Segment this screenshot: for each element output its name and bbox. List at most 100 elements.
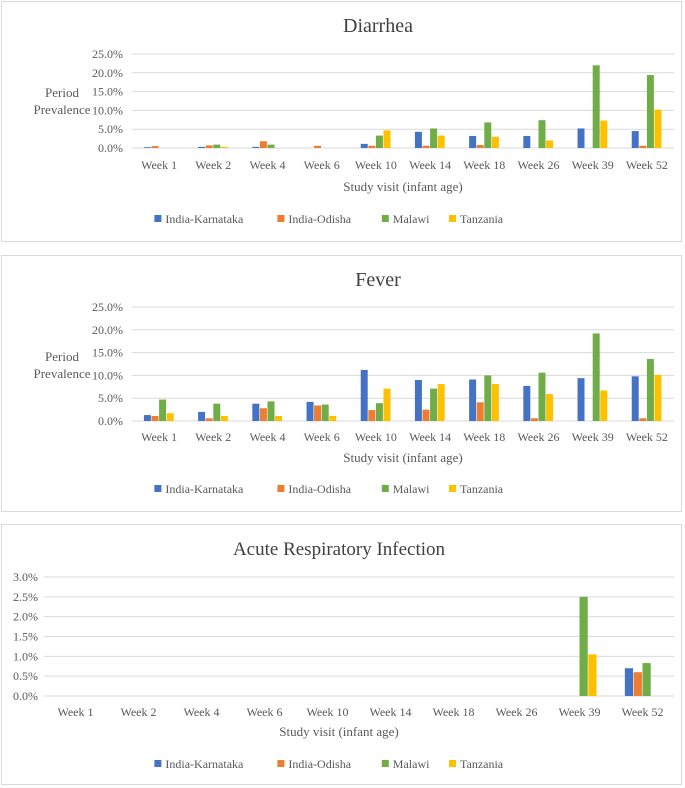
y-tick-label: 25.0% xyxy=(92,47,123,61)
bar-india-karnataka-week-52 xyxy=(631,131,639,148)
legend-label-india-karnataka: India-Karnataka xyxy=(165,757,244,771)
bar-malawi-week-39 xyxy=(592,65,600,148)
y-tick-label: 5.0% xyxy=(98,391,123,405)
x-tick-label: Week 18 xyxy=(432,705,474,719)
x-tick-label: Week 39 xyxy=(558,705,600,719)
legend-swatch-malawi xyxy=(381,215,389,222)
x-tick-label: Week 39 xyxy=(572,430,614,444)
legend-label-india-odisha: India-Odisha xyxy=(288,757,351,771)
bar-tanzania-week-14 xyxy=(437,135,445,148)
x-tick-label: Week 10 xyxy=(306,705,348,719)
bar-india-karnataka-week-10 xyxy=(360,369,368,421)
bar-india-odisha-week-10 xyxy=(368,410,376,421)
x-tick-label: Week 10 xyxy=(355,430,397,444)
bar-india-odisha-week-14 xyxy=(422,409,430,421)
y-tick-label: 25.0% xyxy=(92,300,123,314)
bar-malawi-week-10 xyxy=(375,403,383,421)
legend-swatch-india-karnataka xyxy=(154,215,162,222)
y-tick-label: 10.0% xyxy=(92,103,123,117)
chart-title: Diarrhea xyxy=(343,15,413,37)
x-axis-label: Study visit (infant age) xyxy=(343,179,463,194)
bar-india-odisha-week-10 xyxy=(368,145,376,148)
bar-tanzania-week-26 xyxy=(546,394,554,421)
x-tick-label: Week 39 xyxy=(572,158,614,172)
legend-swatch-india-odisha xyxy=(277,215,285,222)
bar-tanzania-week-26 xyxy=(546,140,554,148)
bar-india-odisha-week-6 xyxy=(314,405,322,421)
bar-tanzania-week-18 xyxy=(491,136,499,148)
bar-india-karnataka-week-2 xyxy=(198,146,206,148)
bar-india-odisha-week-1 xyxy=(151,415,159,421)
bar-india-karnataka-week-6 xyxy=(306,401,314,421)
legend-label-india-odisha: India-Odisha xyxy=(288,212,351,226)
bar-malawi-week-26 xyxy=(538,372,546,421)
bar-india-odisha-week-26 xyxy=(530,418,538,421)
x-tick-label: Week 6 xyxy=(304,158,340,172)
x-tick-label: Week 14 xyxy=(409,158,451,172)
bar-india-odisha-week-18 xyxy=(476,402,484,421)
bar-india-odisha-week-52 xyxy=(639,145,647,148)
bar-malawi-week-39 xyxy=(579,596,588,696)
x-tick-label: Week 52 xyxy=(626,430,668,444)
x-tick-label: Week 52 xyxy=(626,158,668,172)
ari-chart-panel: Acute Respiratory Infection 0.0% 0.5% 1.0% 1… xyxy=(1,524,682,785)
y-axis-label-line-1: Period xyxy=(45,85,79,100)
legend-label-india-odisha: India-Odisha xyxy=(288,482,351,496)
bar-malawi-week-2 xyxy=(213,403,221,421)
x-tick-label: Week 6 xyxy=(304,430,340,444)
x-tick-label: Week 14 xyxy=(369,705,411,719)
bar-tanzania-week-2 xyxy=(220,146,228,148)
bar-india-odisha-week-18 xyxy=(476,144,484,148)
bar-india-odisha-week-52 xyxy=(639,418,647,421)
bar-india-odisha-week-2 xyxy=(205,418,213,421)
legend-swatch-india-odisha xyxy=(277,485,285,492)
y-tick-label: 2.5% xyxy=(13,590,38,604)
bar-tanzania-week-18 xyxy=(491,384,499,421)
bar-india-karnataka-week-10 xyxy=(360,143,368,148)
fever-chart: Fever 0.0% 5.0% 10.0% 15.0% 20.0% 25.0% Period P… xyxy=(33,269,674,496)
bar-malawi-week-39 xyxy=(592,333,600,421)
legend-swatch-tanzania xyxy=(449,485,456,492)
bar-india-karnataka-week-39 xyxy=(577,378,585,421)
bar-tanzania-week-39 xyxy=(588,654,597,696)
y-tick-label: 3.0% xyxy=(13,570,38,584)
legend-swatch-tanzania xyxy=(449,215,456,222)
y-tick-label: 1.0% xyxy=(13,649,38,663)
y-tick-label: 20.0% xyxy=(92,323,123,337)
bar-india-karnataka-week-1 xyxy=(143,415,151,421)
bar-india-karnataka-week-26 xyxy=(523,135,531,148)
legend-label-malawi: Malawi xyxy=(393,482,430,496)
x-tick-label: Week 1 xyxy=(141,158,177,172)
x-tick-label: Week 52 xyxy=(621,705,663,719)
x-tick-label: Week 2 xyxy=(195,430,231,444)
bar-tanzania-week-39 xyxy=(600,120,608,148)
bar-india-karnataka-week-14 xyxy=(414,131,422,148)
y-tick-label: 20.0% xyxy=(92,66,123,80)
bar-malawi-week-52 xyxy=(646,75,654,148)
diarrhea-chart: Diarrhea 0.0% 5.0% 10.0% 15.0% 20.0% 25.0% Peri… xyxy=(33,15,674,226)
bar-india-karnataka-week-4 xyxy=(252,403,260,421)
bar-tanzania-week-6 xyxy=(329,415,337,421)
bar-india-karnataka-week-1 xyxy=(143,147,151,148)
x-tick-label: Week 4 xyxy=(249,158,285,172)
x-tick-label: Week 1 xyxy=(57,705,93,719)
bar-malawi-week-52 xyxy=(642,663,651,696)
y-tick-label: 15.0% xyxy=(92,346,123,360)
bar-tanzania-week-10 xyxy=(383,130,391,148)
legend-swatch-india-karnataka xyxy=(154,485,162,492)
chart-title: Fever xyxy=(355,269,401,291)
y-axis-label-line-1: Period xyxy=(45,349,79,364)
legend-label-india-karnataka: India-Karnataka xyxy=(165,482,244,496)
y-tick-label: 1.5% xyxy=(13,630,38,644)
x-tick-label: Week 14 xyxy=(409,430,451,444)
bar-india-karnataka-week-2 xyxy=(198,411,206,421)
bar-tanzania-week-52 xyxy=(654,109,662,148)
y-tick-label: 10.0% xyxy=(92,368,123,382)
legend-swatch-india-odisha xyxy=(277,760,285,767)
bar-malawi-week-6 xyxy=(321,404,329,421)
bar-tanzania-week-10 xyxy=(383,388,391,421)
y-axis-label-line-2: Prevalence xyxy=(33,366,90,381)
bar-india-karnataka-week-52 xyxy=(624,668,634,696)
bar-malawi-week-10 xyxy=(375,135,383,148)
bar-india-karnataka-week-52 xyxy=(631,376,639,421)
